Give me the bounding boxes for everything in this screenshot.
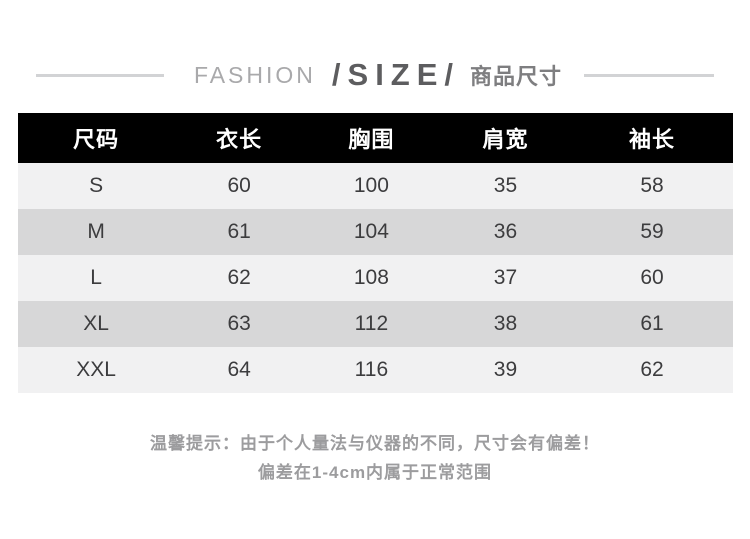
- measurement-cell: 63: [227, 312, 251, 335]
- decor-line-left: [35, 73, 164, 77]
- section-header: FASHION /SIZE/ 商品尺寸: [0, 52, 750, 98]
- size-heading: /SIZE/: [331, 57, 461, 92]
- measurement-cell: 108: [353, 266, 389, 289]
- measurement-cell: 38: [493, 312, 518, 335]
- measurement-cell: 58: [640, 174, 664, 197]
- note-line-1: 温馨提示：由于个人量法与仪器的不同，尺寸会有偏差！: [150, 434, 600, 453]
- column-header: 袖长: [571, 113, 733, 163]
- decor-line-right: [584, 73, 715, 77]
- size-table-header: 尺码 衣长 胸围 肩宽 袖长: [17, 113, 733, 163]
- column-header: 尺码: [17, 113, 175, 163]
- column-header: 肩宽: [439, 113, 572, 163]
- measurement-cell: 60: [227, 174, 251, 197]
- measurement-cell: 62: [640, 358, 664, 381]
- measurement-cell: 39: [493, 358, 518, 381]
- size-table: 尺码 衣长 胸围 肩宽 袖长 S 60 100 35 58 M 61 104 36 59 L 62 108 37 6…: [17, 113, 733, 393]
- table-row: S 60 100 35 58: [17, 163, 733, 209]
- header-row: 尺码 衣长 胸围 肩宽 袖长: [17, 113, 733, 163]
- size-cell: M: [87, 220, 105, 243]
- column-header: 胸围: [303, 113, 440, 163]
- table-row: L 62 108 37 60: [17, 255, 733, 301]
- size-cell: L: [90, 266, 102, 289]
- measurement-cell: 37: [493, 266, 518, 289]
- size-cell: XL: [83, 312, 109, 335]
- measurement-cell: 112: [354, 312, 389, 335]
- measurement-cell: 64: [227, 358, 251, 381]
- column-header: 衣长: [174, 113, 304, 163]
- measurement-cell: 61: [640, 312, 664, 335]
- brand-label: FASHION: [193, 61, 316, 88]
- size-cell: XXL: [76, 358, 116, 381]
- measurement-cell: 60: [640, 266, 664, 289]
- size-table-body: S 60 100 35 58 M 61 104 36 59 L 62 108 37 60 XL 63 112 38 6…: [17, 163, 733, 393]
- measurement-cell: 62: [227, 266, 251, 289]
- measurement-cell: 100: [353, 174, 389, 197]
- size-cell: S: [89, 174, 104, 197]
- measurement-cell: 36: [493, 220, 518, 243]
- measurement-cell: 61: [227, 220, 251, 243]
- table-row: XL 63 112 38 61: [17, 301, 733, 347]
- section-title-cn: 商品尺寸: [470, 64, 563, 89]
- notes-block: 温馨提示：由于个人量法与仪器的不同，尺寸会有偏差！ 偏差在1-4cm内属于正常范…: [0, 429, 750, 487]
- measurement-cell: 104: [353, 220, 389, 243]
- measurement-cell: 35: [493, 174, 518, 197]
- measurement-cell: 59: [640, 220, 664, 243]
- measurement-cell: 116: [354, 358, 389, 381]
- table-row: M 61 104 36 59: [17, 209, 733, 255]
- note-line-2: 偏差在1-4cm内属于正常范围: [257, 463, 493, 482]
- table-row: XXL 64 116 39 62: [17, 347, 733, 393]
